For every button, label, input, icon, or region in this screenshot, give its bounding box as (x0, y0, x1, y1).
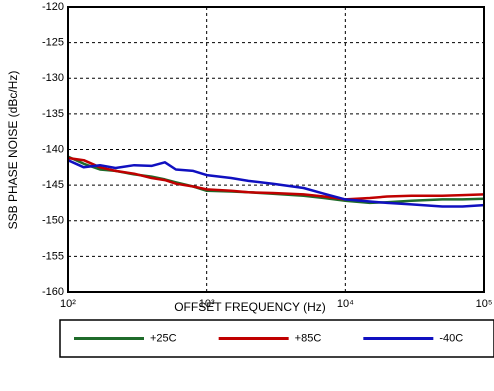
y-tick-label: -130 (42, 72, 64, 84)
legend-label: +85C (295, 332, 322, 344)
x-tick-label: 10² (60, 298, 76, 310)
y-axis-label: SSB PHASE NOISE (dBc/Hz) (6, 71, 20, 230)
y-tick-label: -120 (42, 1, 64, 13)
x-tick-label: 10⁵ (476, 298, 493, 310)
y-tick-label: -145 (42, 179, 64, 191)
legend-label: -40C (439, 332, 463, 344)
x-tick-label: 10⁴ (337, 298, 354, 310)
plot-frame (67, 6, 485, 293)
y-tick-label: -135 (42, 108, 64, 120)
x-axis-label: OFFSET FREQUENCY (Hz) (174, 300, 326, 314)
legend-label: +25C (150, 332, 177, 344)
series-line (67, 156, 485, 201)
y-tick-label: -160 (42, 286, 64, 298)
x-tick-label: 10³ (199, 298, 215, 310)
y-tick-label: -150 (42, 215, 64, 227)
series-line (67, 159, 485, 208)
y-tick-label: -155 (42, 250, 64, 262)
y-tick-label: -125 (42, 37, 64, 49)
legend-box (59, 319, 494, 358)
y-tick-label: -140 (42, 143, 64, 155)
